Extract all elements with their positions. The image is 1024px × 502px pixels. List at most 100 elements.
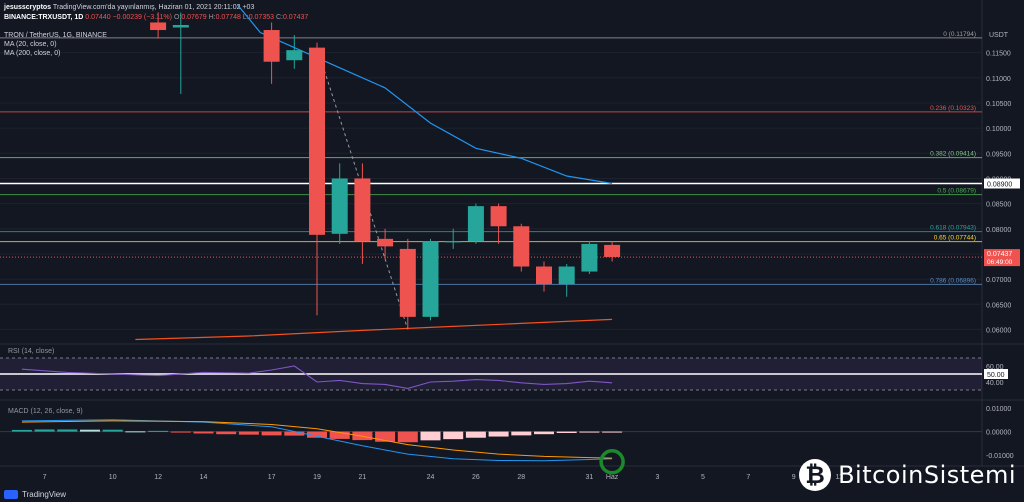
price-tick-label: 0.11000 <box>986 76 1011 83</box>
macd-histogram-bar <box>488 431 509 437</box>
countdown-label: 06:49:00 <box>987 259 1013 266</box>
time-tick-label: 12 <box>154 474 162 481</box>
rsi-tick-label: 60.00 <box>986 364 1004 371</box>
macd-histogram-bar <box>170 431 191 433</box>
time-tick-label: 9 <box>792 474 796 481</box>
macd-histogram-bar <box>534 431 554 435</box>
candle-up <box>331 178 348 234</box>
fib-level-label: 0 (0.11794) <box>943 31 976 38</box>
time-tick-label: 24 <box>427 474 435 481</box>
candle-down <box>399 248 416 317</box>
time-tick-label: 14 <box>200 474 208 481</box>
fib-level-label: 0.382 (0.09414) <box>930 151 976 158</box>
macd-cross-marker <box>599 449 625 475</box>
macd-histogram-bar <box>57 429 78 432</box>
rsi-line <box>21 365 613 389</box>
macd-histogram-bar <box>307 431 327 438</box>
macd-histogram-bar <box>420 431 441 441</box>
candle-up <box>581 243 598 272</box>
publish-info: TradingView.com'da yayınlanmış, Haziran … <box>52 4 255 11</box>
fib-level-label: 0.236 (0.10323) <box>930 105 976 112</box>
bitcoin-icon: ₿ <box>799 459 832 491</box>
tradingview-logo[interactable]: TradingView <box>4 490 66 499</box>
macd-histogram-bar <box>579 431 600 433</box>
candle-up <box>422 241 439 317</box>
price-tick-label: 0.11500 <box>986 51 1011 58</box>
ma20-legend[interactable]: MA (20, close, 0) <box>4 41 57 48</box>
grid <box>0 0 1024 467</box>
signal-line <box>21 420 613 459</box>
candle-down <box>536 266 552 285</box>
bitcoinsistemi-label: BitcoinSistemi <box>838 461 1016 489</box>
candle-down <box>263 30 280 62</box>
macd-histogram-bar <box>238 431 259 435</box>
trendline <box>316 47 409 330</box>
macd-histogram-bar <box>193 431 214 434</box>
macd-histogram-bar <box>80 429 100 432</box>
macd-histogram-bar <box>556 431 577 433</box>
rsi-title: RSI (14, close) <box>8 348 54 355</box>
macd-histogram-bar <box>125 431 146 433</box>
candle-up <box>172 25 189 28</box>
time-tick-label: 21 <box>359 474 367 481</box>
price-tick-label: 0.10000 <box>986 126 1011 133</box>
macd-histogram-bar <box>216 431 237 435</box>
currency-label: USDT <box>989 32 1009 39</box>
candle-down <box>604 244 621 257</box>
time-tick-label: 10 <box>109 474 117 481</box>
candle-down <box>513 226 530 267</box>
candle-down <box>354 178 371 242</box>
fib-level-label: 0.5 (0.08679) <box>937 188 976 195</box>
macd-histogram-bar <box>397 431 418 443</box>
time-axis: 7 10 12 14 17 19 21 24 26 28 31 Haz 3 5 7 9 11 <box>43 474 843 481</box>
macd-tick-label: 0.00000 <box>986 430 1011 437</box>
ma200-line <box>135 318 613 341</box>
tradingview-icon <box>4 490 18 499</box>
horizontal-line-tag <box>984 178 1020 189</box>
rsi-tick-label: 50.00 <box>987 372 1005 379</box>
symbol: BINANCE:TRXUSDT, 1D <box>4 14 84 21</box>
author: jesusscryptos <box>4 4 52 11</box>
price-tick-label: 0.08500 <box>986 202 1011 209</box>
macd-histogram-bar <box>602 431 623 433</box>
highlight-circle <box>599 449 625 475</box>
current-price-tag <box>984 249 1020 267</box>
horizontal-line-label: 0.08900 <box>987 182 1012 189</box>
price-tick-label: 0.06000 <box>986 327 1011 334</box>
time-tick-label: 7 <box>43 474 47 481</box>
bitcoinsistemi-watermark: ₿ BitcoinSistemi <box>798 458 1016 492</box>
macd-histogram-bar <box>511 431 532 436</box>
macd-pane: MACD (12, 26, close, 9) <box>0 408 982 462</box>
time-tick-label: 11 <box>835 474 842 481</box>
macd-title: MACD (12, 26, close, 9) <box>8 408 83 415</box>
macd-tick-label: 0.01000 <box>986 406 1011 413</box>
fibonacci-levels: 0 (0.11794) 0.236 (0.10323) 0.382 (0.09414… <box>0 31 982 285</box>
candle-down <box>150 22 167 31</box>
time-tick-label: Haz <box>606 474 619 481</box>
time-tick-label: 28 <box>517 474 525 481</box>
macd-histogram-bar <box>34 429 55 432</box>
publish-line: jesusscryptos TradingView.com'da yayınla… <box>4 3 254 12</box>
macd-histogram-bar <box>284 431 305 436</box>
macd-histogram-bar <box>375 431 396 442</box>
price-tick-label: 0.10500 <box>986 101 1011 108</box>
macd-histogram-bar <box>443 431 464 440</box>
price-change: −0.00239 (−3.11%) <box>112 14 172 21</box>
pair-title: TRON / TetherUS, 1G, BINANCE <box>4 32 107 39</box>
candle-up <box>286 50 303 61</box>
ma200-legend[interactable]: MA (200, close, 0) <box>4 50 61 57</box>
price-tick-label: 0.08000 <box>986 227 1011 234</box>
ohlc-close: 0.07437 <box>282 14 309 21</box>
time-tick-label: 5 <box>701 474 705 481</box>
candle-up <box>558 266 575 285</box>
macd-histogram-bar <box>11 429 32 432</box>
fib-level-label: 0.618 (0.07943) <box>930 225 976 232</box>
price-tick-label: 0.07000 <box>986 277 1011 284</box>
time-tick-label: 17 <box>268 474 276 481</box>
fib-level-label: 0.65 (0.07744) <box>934 235 976 242</box>
candle-down <box>490 206 507 227</box>
candles <box>150 12 621 330</box>
macd-histogram-bar <box>465 431 486 438</box>
macd-tick-label: -0.01000 <box>986 453 1014 460</box>
